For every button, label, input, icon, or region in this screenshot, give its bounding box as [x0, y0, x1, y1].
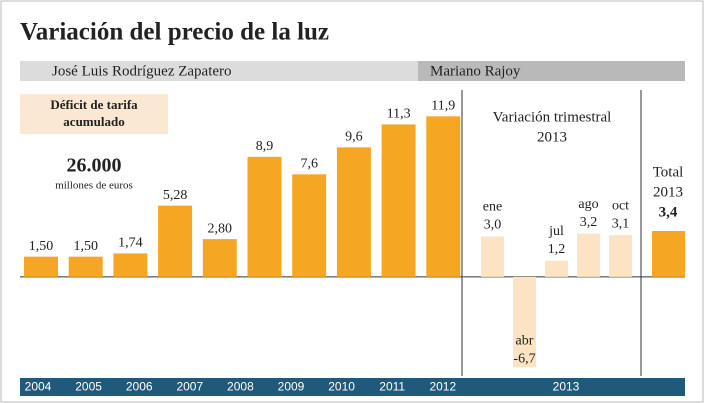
series-name: 2013 — [653, 184, 683, 200]
annotation-box — [20, 94, 168, 134]
period-label: José Luis Rodríguez Zapatero — [52, 63, 232, 79]
year-label: 2007 — [176, 380, 203, 394]
value-label: 3,1 — [612, 216, 630, 231]
annotation-amount: 26.000 — [67, 155, 122, 177]
value-label: 1,2 — [548, 242, 566, 257]
chart-title: Variación del precio de la luz — [20, 19, 329, 46]
value-label: 11,9 — [431, 99, 455, 114]
bar — [202, 239, 237, 277]
value-label: 3,4 — [659, 204, 678, 220]
bar — [292, 174, 327, 277]
year-label: 2010 — [328, 380, 355, 394]
category-label: ago — [578, 197, 598, 212]
annotation-unit: millones de euros — [55, 180, 133, 192]
annotation: Déficit de tarifa — [50, 97, 138, 112]
bar — [24, 256, 58, 277]
bar — [652, 231, 685, 277]
value-label: 1,74 — [118, 236, 143, 251]
bar — [381, 124, 416, 277]
value-label: -6,7 — [513, 352, 535, 367]
value-label: 1,50 — [73, 239, 98, 254]
bar — [577, 233, 600, 277]
bar — [158, 205, 193, 277]
year-label: 2013 — [553, 380, 580, 394]
series-name: Variación trimestral — [493, 109, 612, 125]
value-label: 5,28 — [163, 188, 188, 203]
year-label: 2012 — [429, 380, 456, 394]
bar — [481, 236, 504, 277]
value-label: 11,3 — [387, 107, 411, 122]
bar — [247, 156, 282, 277]
category-label: abr — [516, 334, 534, 349]
bar — [426, 116, 461, 277]
category-label: jul — [548, 224, 564, 239]
period-band — [20, 61, 418, 81]
year-label: 2008 — [227, 380, 254, 394]
bar — [609, 235, 632, 277]
category-label: oct — [612, 198, 629, 213]
series-name: Total — [653, 164, 684, 180]
value-label: 3,2 — [580, 215, 598, 230]
year-band — [20, 378, 685, 396]
value-label: 3,0 — [484, 218, 502, 233]
year-label: 2009 — [278, 380, 305, 394]
year-label: 2004 — [25, 380, 52, 394]
value-label: 9,6 — [345, 130, 363, 145]
bar — [545, 260, 568, 277]
year-label: 2011 — [379, 380, 405, 394]
period-band — [418, 61, 685, 81]
value-label: 1,50 — [29, 239, 54, 254]
period-label: Mariano Rajoy — [430, 63, 521, 79]
value-label: 2,80 — [208, 221, 233, 236]
bar — [68, 256, 103, 277]
year-label: 2005 — [75, 380, 102, 394]
series-name: 2013 — [537, 129, 567, 145]
year-label: 2006 — [126, 380, 153, 394]
bar — [113, 253, 148, 277]
value-label: 7,6 — [300, 157, 318, 172]
annotation: acumulado — [63, 114, 124, 129]
bar — [336, 147, 371, 277]
category-label: ene — [483, 200, 502, 215]
value-label: 8,9 — [256, 139, 274, 154]
bar — [513, 276, 536, 368]
